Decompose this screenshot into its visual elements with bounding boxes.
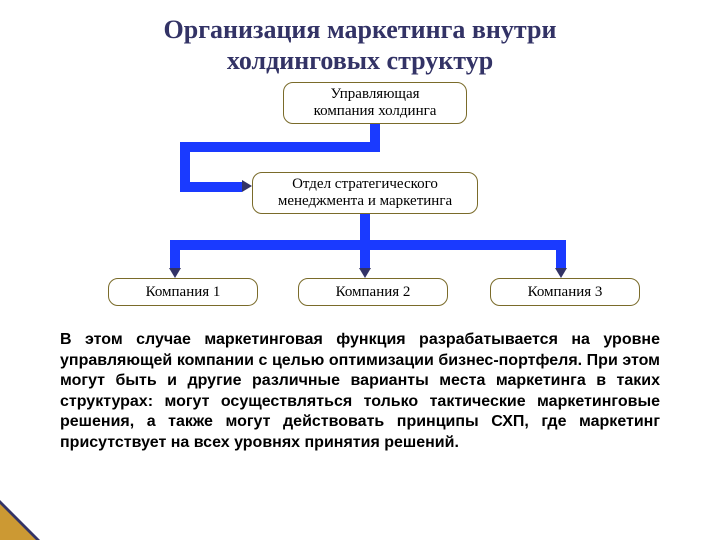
connector [360,240,370,268]
box-mid-label: Отдел стратегическогоменеджмента и марке… [278,176,452,211]
connector [180,182,242,192]
org-chart: Управляющаякомпания холдинга Отдел страт… [0,82,720,322]
box-middle: Отдел стратегическогоменеджмента и марке… [252,172,478,214]
title-line-1: Организация маркетинга внутри [164,15,557,44]
arrowhead-icon [359,268,371,278]
box-c3-label: Компания 3 [528,284,603,301]
box-c1-label: Компания 1 [146,284,221,301]
box-c2-label: Компания 2 [336,284,411,301]
connector [170,240,180,268]
box-top: Управляющаякомпания холдинга [283,82,467,124]
connector [180,142,380,152]
corner-decoration [0,500,40,540]
box-company-1: Компания 1 [108,278,258,306]
arrowhead-icon [169,268,181,278]
slide-title: Организация маркетинга внутри холдинговы… [0,0,720,82]
body-paragraph: В этом случае маркетинговая функция разр… [0,322,720,467]
box-company-2: Компания 2 [298,278,448,306]
arrowhead-icon [555,268,567,278]
box-company-3: Компания 3 [490,278,640,306]
connector [556,240,566,268]
box-top-label: Управляющаякомпания холдинга [314,86,437,121]
arrowhead-icon [242,180,252,192]
title-line-2: холдинговых структур [227,46,493,75]
